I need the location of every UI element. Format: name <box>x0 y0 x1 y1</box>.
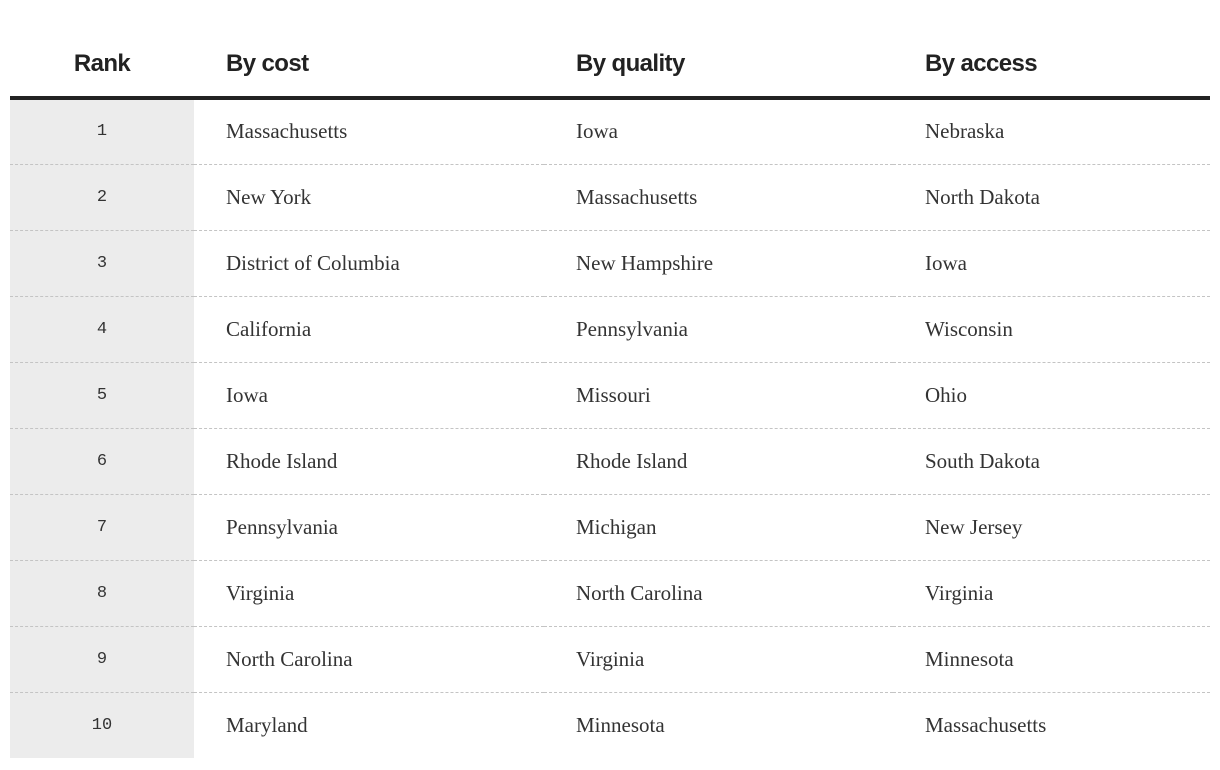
cost-state-cell: California <box>194 296 544 363</box>
table-row: 4 California Pennsylvania Wisconsin <box>10 296 1210 363</box>
rank-cell: 3 <box>10 230 194 297</box>
table-row: 7 Pennsylvania Michigan New Jersey <box>10 494 1210 561</box>
header-by-access: By access <box>893 32 1210 100</box>
table-row: 2 New York Massachusetts North Dakota <box>10 164 1210 231</box>
header-by-cost: By cost <box>194 32 544 100</box>
access-state-cell: Nebraska <box>893 98 1210 165</box>
cost-state-cell: Maryland <box>226 712 308 737</box>
rank-cell: 7 <box>10 494 194 561</box>
access-state-cell: Iowa <box>893 230 1210 297</box>
header-row: Rank By cost By quality By access <box>10 32 1210 100</box>
rank-cell: 8 <box>10 560 194 627</box>
quality-state-cell: Iowa <box>544 98 893 165</box>
quality-state-cell: Massachusetts <box>544 164 893 231</box>
access-state-cell: New Jersey <box>893 494 1210 561</box>
access-state-cell: Ohio <box>893 362 1210 429</box>
cost-state-cell: Iowa <box>194 362 544 429</box>
rankings-table-container: Rank By cost By quality By access 1 Mass… <box>10 32 1210 758</box>
access-state-cell: Wisconsin <box>893 296 1210 363</box>
table-body: 1 Massachusetts Iowa Nebraska 2 New York… <box>10 98 1210 758</box>
cost-state-cell: District of Columbia <box>194 230 544 297</box>
cost-state-cell: New York <box>194 164 544 231</box>
table-row: 6 Rhode Island Rhode Island South Dakota <box>10 428 1210 495</box>
access-state-cell: North Dakota <box>893 164 1210 231</box>
quality-state-cell: Michigan <box>544 494 893 561</box>
rank-cell: 10 <box>10 692 194 758</box>
quality-state-cell: Rhode Island <box>544 428 893 495</box>
rank-cell: 4 <box>10 296 194 363</box>
quality-state-cell: Pennsylvania <box>544 296 893 363</box>
quality-state-cell: North Carolina <box>544 560 893 627</box>
access-state-cell: Massachusetts <box>925 712 1047 737</box>
header-rank: Rank <box>10 32 194 100</box>
rank-cell: 5 <box>10 362 194 429</box>
table-row: 3 District of Columbia New Hampshire Iow… <box>10 230 1210 297</box>
table-row: 1 Massachusetts Iowa Nebraska <box>10 98 1210 165</box>
cost-state-cell: North Carolina <box>194 626 544 693</box>
table-row: 5 Iowa Missouri Ohio <box>10 362 1210 429</box>
quality-state-cell: Virginia <box>544 626 893 693</box>
quality-state-cell: Missouri <box>544 362 893 429</box>
rank-cell: 1 <box>10 98 194 165</box>
table-header: Rank By cost By quality By access <box>10 32 1210 100</box>
access-state-cell: South Dakota <box>893 428 1210 495</box>
rank-cell: 2 <box>10 164 194 231</box>
rank-cell: 9 <box>10 626 194 693</box>
state-rankings-table: Rank By cost By quality By access 1 Mass… <box>10 32 1210 758</box>
table-row: 9 North Carolina Virginia Minnesota <box>10 626 1210 693</box>
rank-cell: 6 <box>10 428 194 495</box>
access-state-cell: Minnesota <box>893 626 1210 693</box>
table-row: 8 Virginia North Carolina Virginia <box>10 560 1210 627</box>
cost-state-cell: Massachusetts <box>194 98 544 165</box>
table-row: 10 Maryland Minnesota Massachusetts <box>10 692 1210 758</box>
quality-state-cell: New Hampshire <box>544 230 893 297</box>
header-by-quality: By quality <box>544 32 893 100</box>
quality-state-cell: Minnesota <box>576 712 665 737</box>
access-state-cell: Virginia <box>893 560 1210 627</box>
cost-state-cell: Pennsylvania <box>194 494 544 561</box>
cost-state-cell: Virginia <box>194 560 544 627</box>
cost-state-cell: Rhode Island <box>194 428 544 495</box>
